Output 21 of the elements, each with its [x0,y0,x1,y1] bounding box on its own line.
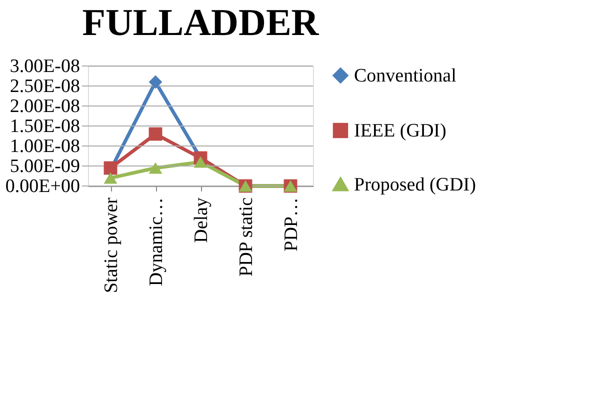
x-tick-label: PDP static [236,198,257,276]
chart-title: FULLADDER [82,2,320,44]
y-tick-label: 3.00E-08 [10,56,80,77]
y-tick-label: 2.50E-08 [10,76,80,97]
legend-label: Proposed (GDI) [354,174,476,196]
y-tick-label: 0.00E+00 [5,176,80,197]
legend-label: Conventional [354,66,456,86]
point [148,127,162,141]
y-tick-label: 1.00E-08 [10,136,80,157]
point [148,162,162,174]
y-tick-label: 1.50E-08 [10,116,80,137]
x-tick-label: Delay [191,197,212,243]
y-tick-label: 2.00E-08 [10,96,80,117]
point [148,75,162,89]
x-tick-label: Dynamic… [146,198,167,286]
x-tick-label: PDP… [281,198,302,252]
y-tick-label: 5.00E-09 [10,156,80,177]
legend-label: IEEE (GDI) [354,120,446,142]
point [104,172,118,184]
x-tick-label: Static power [101,196,122,294]
point [194,156,208,168]
